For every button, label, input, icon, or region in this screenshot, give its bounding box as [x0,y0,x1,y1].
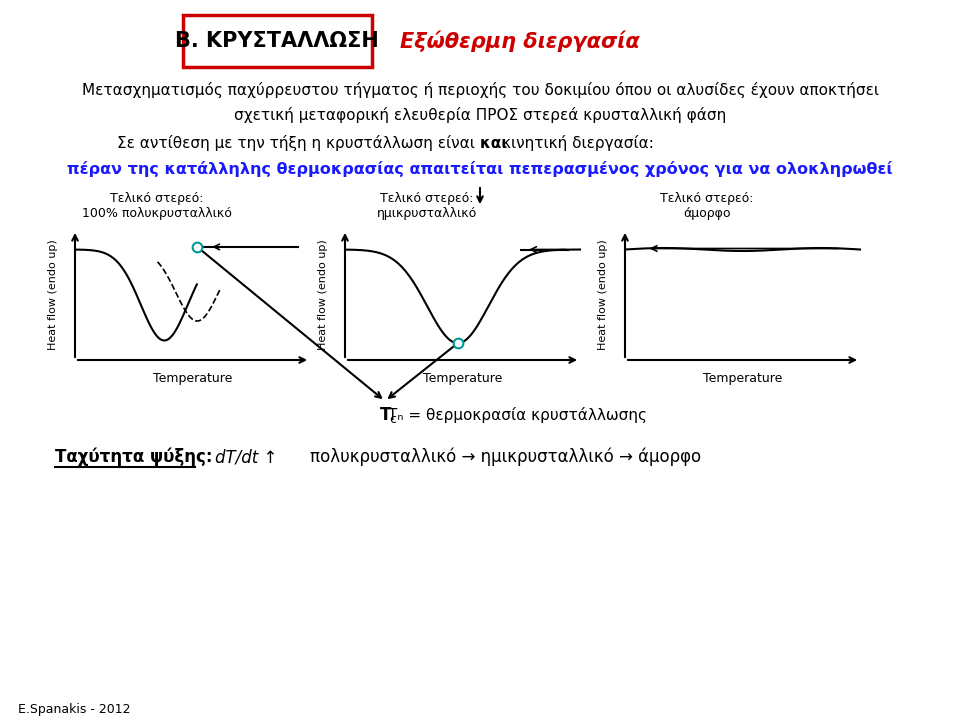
Text: Heat flow (endo up): Heat flow (endo up) [598,240,608,350]
Text: και: και [480,136,513,151]
Text: Heat flow (endo up): Heat flow (endo up) [318,240,328,350]
Text: E.Spanakis - 2012: E.Spanakis - 2012 [18,703,131,716]
Text: Τελικό στερεό:
ημικρυσταλλικό: Τελικό στερεό: ημικρυσταλλικό [377,192,477,220]
Text: Μετασχηματισμός παχύρρευστου τήγματος ή περιοχής του δοκιμίου όπου οι αλυσίδες έ: Μετασχηματισμός παχύρρευστου τήγματος ή … [82,82,878,98]
Text: Temperature: Temperature [703,371,782,384]
Text: dT/dt ↑: dT/dt ↑ [215,448,277,466]
Text: c: c [389,413,396,426]
Text: Ταχύτητα ψύξης:: Ταχύτητα ψύξης: [55,448,212,466]
Text: Σε αντίθεση με την τήξη η κρυστάλλωση είναι: Σε αντίθεση με την τήξη η κρυστάλλωση εί… [117,135,480,151]
Text: Tₙ = θερμοκρασία κρυστάλλωσης: Tₙ = θερμοκρασία κρυστάλλωσης [388,407,647,423]
Text: Τελικό στερεό:
άμορφο: Τελικό στερεό: άμορφο [660,192,754,220]
FancyBboxPatch shape [183,15,372,67]
Text: Temperature: Temperature [422,371,502,384]
Text: πολυκρυσταλλικό → ημικρυσταλλικό → άμορφο: πολυκρυσταλλικό → ημικρυσταλλικό → άμορφ… [310,448,701,466]
Text: Heat flow (endo up): Heat flow (endo up) [48,240,58,350]
Text: Εξώθερμη διεργασία: Εξώθερμη διεργασία [400,30,639,51]
Text: Τελικό στερεό:
100% πολυκρυσταλλικό: Τελικό στερεό: 100% πολυκρυσταλλικό [83,192,232,220]
Text: B. ΚΡΥΣΤΑΛΛΩΣΗ: B. ΚΡΥΣΤΑΛΛΩΣΗ [175,31,379,51]
Text: πέραν της κατάλληλης θερμοκρασίας απαιτείται πεπερασμένος χρόνος για να ολοκληρω: πέραν της κατάλληλης θερμοκρασίας απαιτε… [67,161,893,177]
Text: T: T [380,406,392,424]
Text: Temperature: Temperature [153,371,232,384]
Text: σχετική μεταφορική ελευθερία ΠΡΟΣ στερεά κρυσταλλική φάση: σχετική μεταφορική ελευθερία ΠΡΟΣ στερεά… [234,107,726,123]
Text: κινητική διεργασία:: κινητική διεργασία: [502,135,654,151]
